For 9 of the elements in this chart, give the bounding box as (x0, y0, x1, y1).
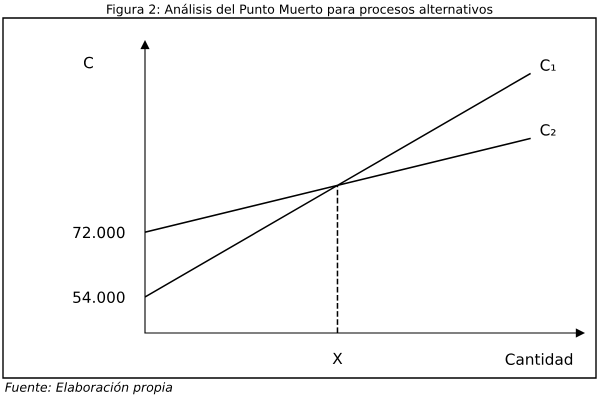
series-label: C₁ (540, 59, 556, 71)
series-label: C₂ (540, 124, 556, 136)
y-tick-label: 54.000 (73, 291, 125, 304)
source-note: Fuente: Elaboración propia (5, 382, 172, 394)
chart-title: Figura 2: Análisis del Punto Muerto para procesos alternativos (107, 4, 492, 16)
y-tick-label: 72.000 (73, 226, 125, 238)
y-axis-title: C (84, 56, 93, 68)
x-tick-label: X (332, 352, 342, 364)
x-axis-title: Cantidad (506, 353, 572, 365)
